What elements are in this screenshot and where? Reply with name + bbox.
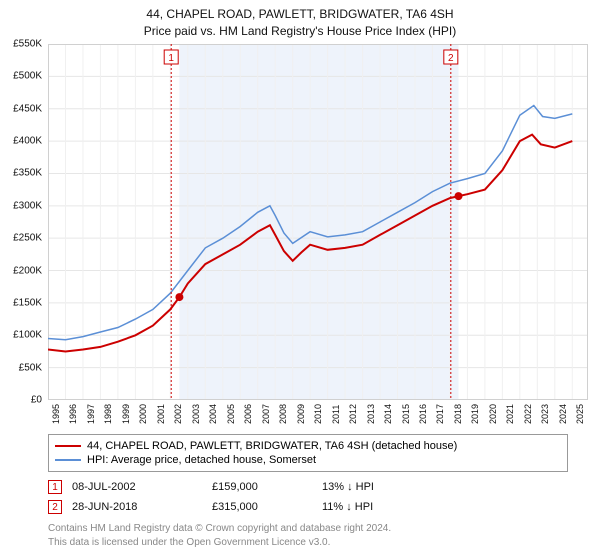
x-tick-label: 2016 (418, 404, 428, 424)
sale-diff-1: 13% ↓ HPI (322, 481, 472, 493)
y-tick-label: £450K (13, 103, 42, 114)
y-tick-label: £200K (13, 265, 42, 276)
x-tick-label: 2004 (208, 404, 218, 424)
y-tick-label: £250K (13, 233, 42, 244)
y-tick-label: £100K (13, 330, 42, 341)
y-tick-label: £350K (13, 168, 42, 179)
x-tick-label: 2019 (470, 404, 480, 424)
x-tick-label: 2024 (558, 404, 568, 424)
plot-area: 12 (48, 44, 588, 400)
chart-svg: 12 (48, 44, 588, 400)
sale-price-1: £159,000 (212, 481, 322, 493)
x-tick-label: 2002 (173, 404, 183, 424)
legend-label-1: 44, CHAPEL ROAD, PAWLETT, BRIDGWATER, TA… (87, 440, 457, 452)
sale-price-2: £315,000 (212, 501, 322, 513)
chart-container: 44, CHAPEL ROAD, PAWLETT, BRIDGWATER, TA… (0, 0, 600, 560)
legend-swatch-2 (55, 459, 81, 461)
sale-marker-1: 1 (48, 480, 62, 494)
y-tick-label: £400K (13, 136, 42, 147)
footnote-line-1: Contains HM Land Registry data © Crown c… (48, 522, 568, 536)
y-tick-label: £300K (13, 200, 42, 211)
sale-row-2: 2 28-JUN-2018 £315,000 11% ↓ HPI (48, 500, 568, 514)
x-tick-label: 2013 (366, 404, 376, 424)
x-tick-label: 2008 (278, 404, 288, 424)
x-tick-label: 2009 (296, 404, 306, 424)
svg-text:2: 2 (448, 53, 454, 64)
title-line-1: 44, CHAPEL ROAD, PAWLETT, BRIDGWATER, TA… (0, 6, 600, 23)
x-tick-label: 1998 (103, 404, 113, 424)
svg-text:1: 1 (168, 53, 174, 64)
x-tick-label: 2003 (191, 404, 201, 424)
y-tick-label: £150K (13, 297, 42, 308)
x-tick-label: 2000 (138, 404, 148, 424)
chart-title: 44, CHAPEL ROAD, PAWLETT, BRIDGWATER, TA… (0, 0, 600, 40)
legend: 44, CHAPEL ROAD, PAWLETT, BRIDGWATER, TA… (48, 434, 568, 472)
x-tick-label: 1995 (51, 404, 61, 424)
x-tick-label: 2006 (243, 404, 253, 424)
sale-date-2: 28-JUN-2018 (62, 501, 212, 513)
x-tick-label: 2012 (348, 404, 358, 424)
y-tick-label: £50K (19, 362, 42, 373)
x-tick-label: 2018 (453, 404, 463, 424)
x-tick-label: 1997 (86, 404, 96, 424)
x-tick-label: 2001 (156, 404, 166, 424)
x-tick-label: 2017 (435, 404, 445, 424)
y-axis-labels: £0£50K£100K£150K£200K£250K£300K£350K£400… (0, 44, 46, 400)
x-tick-label: 2021 (505, 404, 515, 424)
x-tick-label: 2022 (523, 404, 533, 424)
footnote: Contains HM Land Registry data © Crown c… (48, 522, 568, 549)
x-tick-label: 2025 (575, 404, 585, 424)
x-tick-label: 1996 (68, 404, 78, 424)
y-tick-label: £500K (13, 71, 42, 82)
title-line-2: Price paid vs. HM Land Registry's House … (0, 23, 600, 40)
x-axis-labels: 1995 1996 1997 1998 1999 2000 2001 2002 2003 2004… (48, 400, 588, 430)
x-tick-label: 2007 (261, 404, 271, 424)
y-tick-label: £0 (31, 395, 42, 406)
footnote-line-2: This data is licensed under the Open Gov… (48, 536, 568, 550)
sale-marker-2: 2 (48, 500, 62, 514)
x-tick-label: 2014 (383, 404, 393, 424)
sale-diff-2: 11% ↓ HPI (322, 501, 472, 513)
x-tick-label: 2011 (331, 405, 341, 424)
x-tick-label: 2023 (540, 404, 550, 424)
legend-swatch-1 (55, 445, 81, 447)
sale-date-1: 08-JUL-2002 (62, 481, 212, 493)
x-tick-label: 1999 (121, 404, 131, 424)
x-tick-label: 2015 (401, 404, 411, 424)
x-tick-label: 2020 (488, 404, 498, 424)
x-tick-label: 2005 (226, 404, 236, 424)
legend-row-1: 44, CHAPEL ROAD, PAWLETT, BRIDGWATER, TA… (55, 439, 561, 453)
y-tick-label: £550K (13, 39, 42, 50)
legend-label-2: HPI: Average price, detached house, Some… (87, 454, 316, 466)
sale-row-1: 1 08-JUL-2002 £159,000 13% ↓ HPI (48, 480, 568, 494)
x-tick-label: 2010 (313, 404, 323, 424)
legend-row-2: HPI: Average price, detached house, Some… (55, 453, 561, 467)
